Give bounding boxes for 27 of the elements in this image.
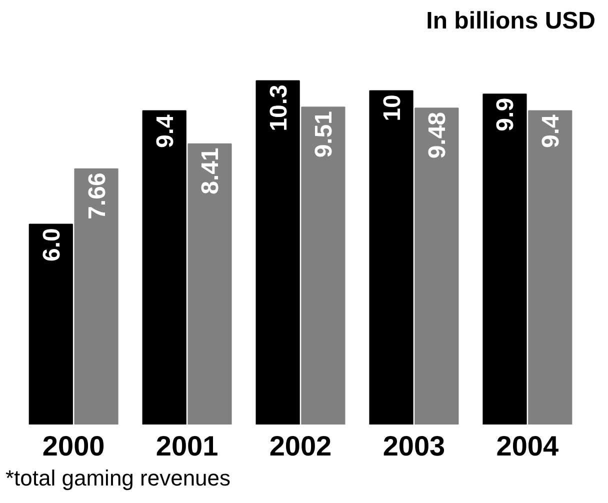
x-tick-label: 2000 <box>42 430 105 462</box>
bar <box>414 108 459 424</box>
chart-title: In billions USD <box>426 8 596 34</box>
data-label: 9.48 <box>424 112 452 159</box>
text: *total gaming revenues <box>6 466 231 490</box>
data-label: 9.4 <box>538 114 565 148</box>
x-tick-label: 2001 <box>156 430 218 462</box>
bar <box>301 106 346 424</box>
bar <box>28 224 73 424</box>
data-label: 10.3 <box>265 84 292 132</box>
x-tick-label: 2002 <box>269 430 332 462</box>
bar <box>142 110 186 424</box>
data-label: 9.4 <box>152 114 179 148</box>
bar <box>369 90 414 424</box>
bar <box>74 168 118 424</box>
data-label: 7.66 <box>84 172 111 220</box>
x-tick-label: 2004 <box>496 430 559 462</box>
data-label: 9.51 <box>310 110 338 158</box>
bar <box>482 94 527 424</box>
bar <box>188 143 232 424</box>
bar <box>256 80 300 424</box>
x-tick-label: 2003 <box>382 430 446 462</box>
data-label: 6.0 <box>38 228 66 262</box>
data-label: 10 <box>378 94 406 122</box>
data-label: 8.41 <box>197 148 224 194</box>
data-label: 9.9 <box>492 98 520 132</box>
bar <box>528 110 572 424</box>
